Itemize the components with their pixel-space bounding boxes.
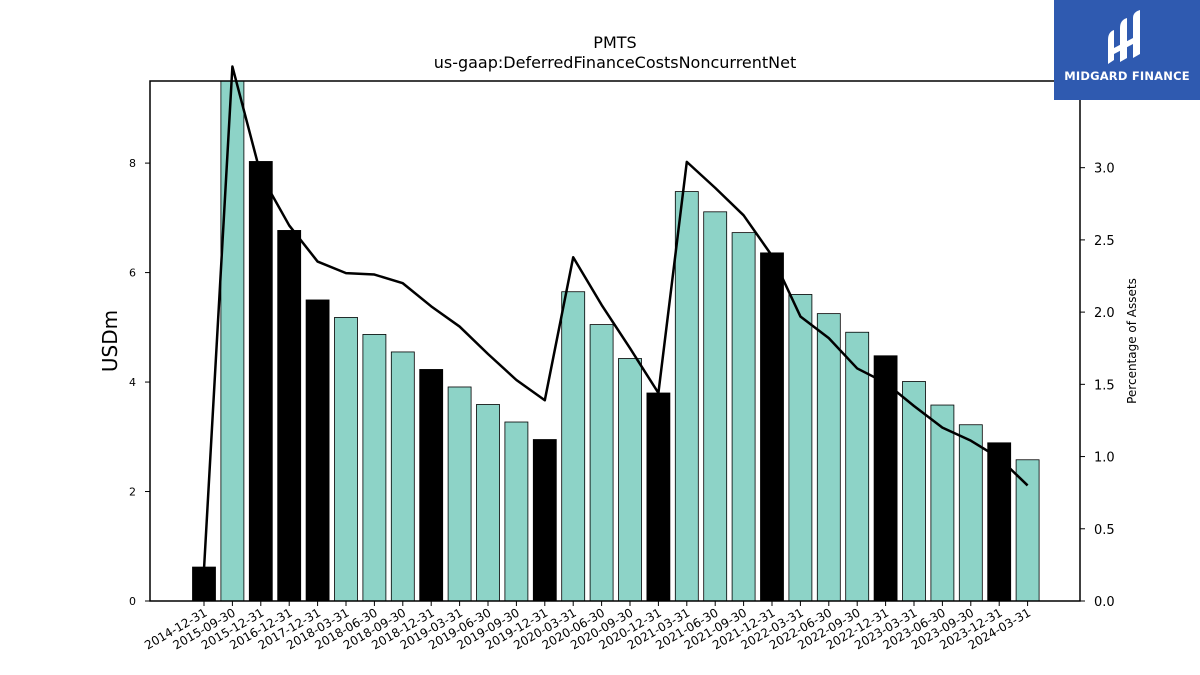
bar [1015, 459, 1040, 602]
bar [646, 392, 671, 602]
bar [305, 299, 330, 602]
y-tick-label: 2 [129, 486, 136, 499]
logo: MIDGARD FINANCE [1054, 0, 1200, 100]
bar [561, 291, 586, 602]
y-axis-label: USDm [98, 310, 122, 372]
y2-tick-label: 1.5 [1094, 378, 1115, 393]
y2-tick-label: 2.5 [1094, 234, 1115, 249]
bar [618, 358, 642, 602]
y2-tick-label: 0.0 [1094, 595, 1115, 610]
bar [504, 421, 529, 602]
bar [674, 191, 699, 602]
bar [192, 566, 216, 602]
y2-tick-label: 0.5 [1094, 523, 1115, 538]
bar [277, 230, 302, 602]
y-tick-label: 4 [129, 376, 136, 389]
y-tick-label: 8 [129, 157, 136, 170]
bar [362, 334, 387, 602]
midgard-logo-icon [1108, 10, 1140, 64]
bar [220, 80, 245, 602]
y2-tick-label: 1.0 [1094, 451, 1115, 466]
bar [930, 404, 955, 602]
chart-title: PMTS [593, 33, 636, 52]
y2-axis-label: Percentage of Assets [1125, 278, 1139, 404]
bar [731, 232, 756, 602]
bar [390, 351, 415, 602]
bar [703, 211, 728, 602]
bar [760, 252, 784, 602]
bar-series [192, 80, 1040, 602]
bar [788, 294, 813, 602]
bar [873, 355, 898, 602]
logo-text: MIDGARD FINANCE [1064, 69, 1190, 83]
bar [816, 313, 841, 602]
bar [476, 404, 500, 602]
y-tick-label: 0 [129, 595, 136, 608]
percentage-line [202, 65, 1029, 570]
plot-frame [149, 80, 1081, 602]
bar [958, 424, 983, 602]
bar [902, 381, 926, 602]
chart-subtitle: us-gaap:DeferredFinanceCostsNoncurrentNe… [434, 53, 797, 72]
bar [419, 369, 444, 602]
y-tick-label: 6 [129, 267, 136, 280]
line-series [202, 65, 1029, 570]
bar [589, 324, 614, 602]
bar [447, 386, 472, 602]
bar [248, 161, 273, 602]
bar [532, 439, 557, 602]
y2-tick-label: 3.0 [1094, 162, 1115, 177]
bar [334, 317, 358, 602]
y2-tick-label: 2.0 [1094, 306, 1115, 321]
